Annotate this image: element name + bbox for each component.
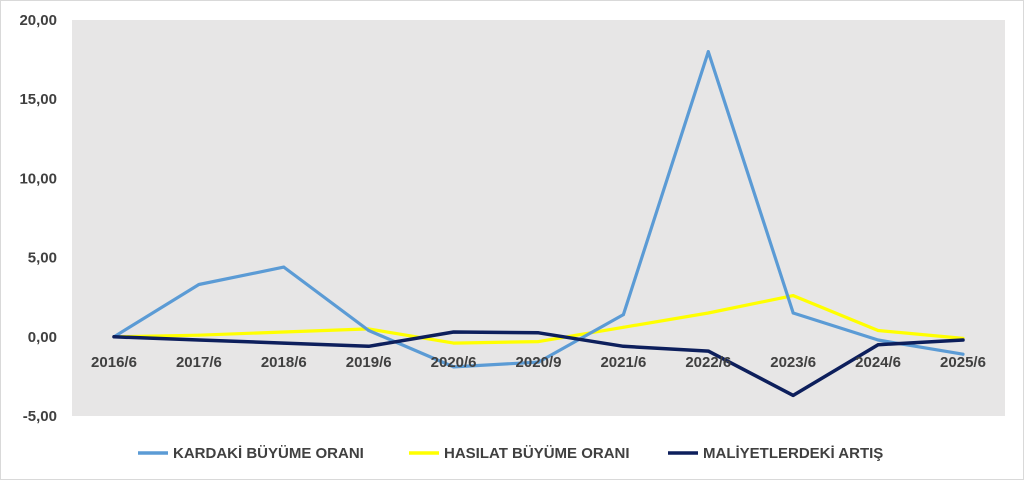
y-tick-label: 10,00 (19, 170, 57, 187)
x-tick-label: 2020/9 (516, 354, 562, 371)
x-axis-ticks: 2016/6 2017/6 2018/6 2019/6 2020/6 2020/9 2021… (91, 354, 986, 371)
y-axis-ticks: 20,00 15,00 10,00 5,00 0,00 -5,00 (19, 12, 57, 425)
data-point-1 (961, 352, 965, 356)
x-tick-label: 2022/6 (685, 354, 731, 371)
data-point-3 (537, 331, 540, 335)
data-point-2 (791, 294, 795, 298)
data-point-3 (452, 330, 456, 334)
data-point-2 (876, 328, 880, 332)
x-tick-label: 2024/6 (855, 354, 901, 371)
data-point-1 (197, 283, 201, 287)
x-tick-label: 2025/6 (940, 354, 986, 371)
y-tick-label: 20,00 (19, 12, 57, 29)
x-tick-label: 2020/6 (431, 354, 477, 371)
x-tick-label: 2019/6 (346, 354, 392, 371)
y-tick-label: 5,00 (28, 250, 57, 267)
data-point-2 (621, 325, 625, 329)
data-point-3 (282, 341, 286, 345)
y-tick-label: -5,00 (23, 408, 57, 425)
data-point-1 (706, 50, 710, 54)
data-point-3 (367, 344, 371, 348)
data-point-1 (537, 360, 540, 364)
data-point-3 (961, 338, 965, 342)
data-point-1 (452, 365, 456, 369)
data-point-1 (282, 265, 286, 269)
data-point-3 (197, 338, 201, 342)
data-point-2 (537, 340, 540, 344)
data-point-1 (791, 311, 795, 315)
legend-label-3: MALİYETLERDEKİ ARTIŞ (703, 445, 883, 462)
data-point-2 (452, 341, 456, 345)
data-point-2 (706, 311, 710, 315)
x-tick-label: 2021/6 (600, 354, 646, 371)
data-point-3 (706, 349, 710, 353)
x-tick-label: 2017/6 (176, 354, 222, 371)
legend-label-2: HASILAT BÜYÜME ORANI (444, 445, 630, 462)
x-tick-label: 2016/6 (91, 354, 137, 371)
data-point-1 (621, 313, 625, 317)
series-lines (112, 50, 965, 398)
y-tick-label: 15,00 (19, 91, 57, 108)
data-point-2 (282, 330, 286, 334)
data-point-1 (367, 328, 371, 332)
plot-area (72, 20, 1005, 416)
data-point-3 (791, 393, 795, 397)
data-point-3 (112, 335, 116, 339)
legend-label-1: KARDAKİ BÜYÜME ORANI (173, 445, 364, 462)
x-tick-label: 2018/6 (261, 354, 307, 371)
data-point-2 (197, 333, 201, 337)
legend: KARDAKİ BÜYÜME ORANI HASILAT BÜYÜME ORANI… (138, 445, 883, 462)
data-point-1 (876, 338, 880, 342)
data-point-3 (876, 343, 880, 347)
y-tick-label: 0,00 (28, 329, 57, 346)
data-point-3 (621, 344, 625, 348)
x-tick-label: 2023/6 (770, 354, 816, 371)
